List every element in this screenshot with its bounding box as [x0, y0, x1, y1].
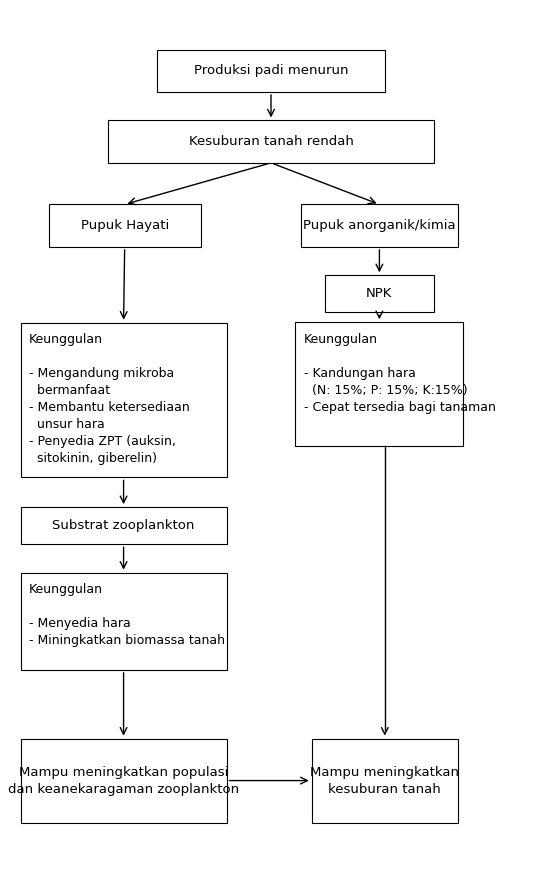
Text: Pupuk Hayati: Pupuk Hayati — [81, 219, 169, 232]
Text: NPK: NPK — [366, 288, 392, 300]
FancyBboxPatch shape — [21, 573, 227, 670]
Text: Keunggulan

- Kandungan hara
  (N: 15%; P: 15%; K:15%)
- Cepat tersedia bagi tan: Keunggulan - Kandungan hara (N: 15%; P: … — [304, 333, 495, 414]
FancyBboxPatch shape — [325, 275, 434, 312]
Text: Keunggulan

- Menyedia hara
- Miningkatkan biomassa tanah: Keunggulan - Menyedia hara - Miningkatka… — [29, 583, 225, 647]
Text: Keunggulan

- Mengandung mikroba
  bermanfaat
- Membantu ketersediaan
  unsur ha: Keunggulan - Mengandung mikroba bermanfa… — [29, 334, 190, 466]
FancyBboxPatch shape — [108, 120, 434, 163]
FancyBboxPatch shape — [301, 204, 458, 247]
Text: Kesuburan tanah rendah: Kesuburan tanah rendah — [189, 135, 353, 148]
FancyBboxPatch shape — [21, 507, 227, 544]
Text: Substrat zooplankton: Substrat zooplankton — [53, 519, 195, 532]
FancyBboxPatch shape — [312, 738, 458, 823]
Text: Pupuk anorganik/kimia: Pupuk anorganik/kimia — [303, 219, 456, 232]
Text: Mampu meningkatkan
kesuburan tanah: Mampu meningkatkan kesuburan tanah — [311, 766, 459, 796]
Text: Produksi padi menurun: Produksi padi menurun — [193, 65, 349, 77]
FancyBboxPatch shape — [21, 738, 227, 823]
FancyBboxPatch shape — [295, 322, 463, 446]
Text: Mampu meningkatkan populasi
dan keanekaragaman zooplankton: Mampu meningkatkan populasi dan keanekar… — [8, 766, 239, 796]
FancyBboxPatch shape — [21, 323, 227, 478]
FancyBboxPatch shape — [157, 50, 385, 92]
FancyBboxPatch shape — [49, 204, 201, 247]
